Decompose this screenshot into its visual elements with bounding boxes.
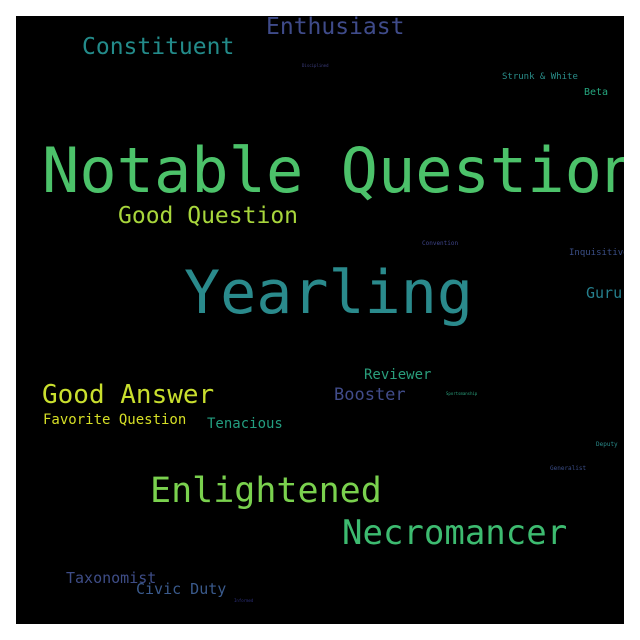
word-generalist: Generalist	[550, 465, 587, 472]
word-cloud: Notable Question Yearling Enlightened Ne…	[16, 16, 624, 624]
word-notable-question: Notable Question	[42, 134, 624, 207]
word-necromancer: Necromancer	[342, 513, 568, 553]
word-informed: Informed	[234, 598, 254, 603]
word-enthusiast: Enthusiast	[266, 16, 405, 40]
word-favorite-question: Favorite Question	[43, 412, 187, 428]
word-convention: Convention	[422, 240, 459, 247]
word-disciplined: Disciplined	[302, 63, 329, 68]
word-guru: Guru	[586, 284, 623, 302]
word-deputy: Deputy	[596, 441, 618, 448]
word-taxonomist: Taxonomist	[66, 569, 157, 587]
word-beta: Beta	[584, 87, 609, 98]
word-yearling: Yearling	[184, 258, 473, 328]
word-reviewer: Reviewer	[364, 367, 432, 383]
word-strunk-white: Strunk & White	[502, 72, 578, 82]
word-enlightened: Enlightened	[150, 471, 382, 511]
word-constituent: Constituent	[82, 34, 235, 60]
word-good-question: Good Question	[118, 203, 299, 229]
word-civic-duty: Civic Duty	[136, 580, 227, 598]
word-good-answer: Good Answer	[42, 380, 215, 410]
word-sportsmanship: Sportsmanship	[446, 391, 478, 396]
word-tenacious: Tenacious	[207, 416, 283, 432]
word-inquisitive: Inquisitive	[569, 248, 624, 258]
word-booster: Booster	[334, 385, 406, 405]
